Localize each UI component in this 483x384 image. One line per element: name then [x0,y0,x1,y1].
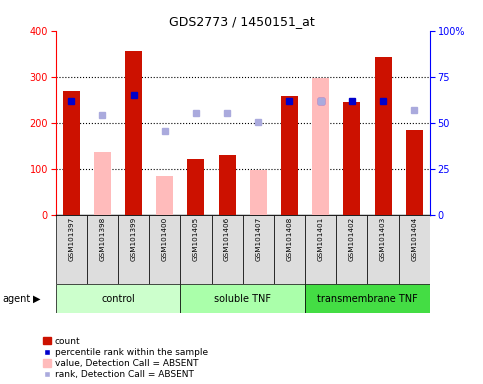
Bar [250,170,267,215]
Text: soluble TNF: soluble TNF [214,293,271,304]
Bar [212,215,242,284]
Text: GSM101408: GSM101408 [286,217,293,262]
Bar [125,51,142,215]
Bar [305,215,336,284]
Text: GSM101401: GSM101401 [318,217,324,262]
Bar [343,102,360,215]
Text: transmembrane TNF: transmembrane TNF [317,293,418,304]
Bar [94,152,111,215]
Bar [118,215,149,284]
Bar [305,284,430,313]
Legend: count, percentile rank within the sample, value, Detection Call = ABSENT, rank, : count, percentile rank within the sample… [43,337,208,379]
Bar [336,215,368,284]
Bar [406,130,423,215]
Bar [281,96,298,215]
Text: GSM101403: GSM101403 [380,217,386,262]
Text: GSM101406: GSM101406 [224,217,230,262]
Bar [187,159,204,215]
Text: GSM101404: GSM101404 [411,217,417,262]
Bar [312,78,329,215]
Text: GSM101398: GSM101398 [99,217,105,262]
Bar [218,155,236,215]
Bar [274,215,305,284]
Bar [63,91,80,215]
Text: GSM101402: GSM101402 [349,217,355,262]
Bar [56,215,87,284]
Bar [242,215,274,284]
Text: ▶: ▶ [33,293,41,304]
Bar [374,58,392,215]
Bar [180,215,212,284]
Text: GSM101400: GSM101400 [162,217,168,262]
Bar [56,284,180,313]
Text: GSM101399: GSM101399 [130,217,137,262]
Bar [87,215,118,284]
Text: GSM101407: GSM101407 [256,217,261,262]
Bar [398,215,430,284]
Bar [149,215,180,284]
Text: GSM101397: GSM101397 [68,217,74,262]
Bar [180,284,305,313]
Text: GSM101405: GSM101405 [193,217,199,262]
Bar [156,176,173,215]
Text: agent: agent [2,293,30,304]
Bar [368,215,398,284]
Text: GDS2773 / 1450151_at: GDS2773 / 1450151_at [169,15,314,28]
Text: control: control [101,293,135,304]
